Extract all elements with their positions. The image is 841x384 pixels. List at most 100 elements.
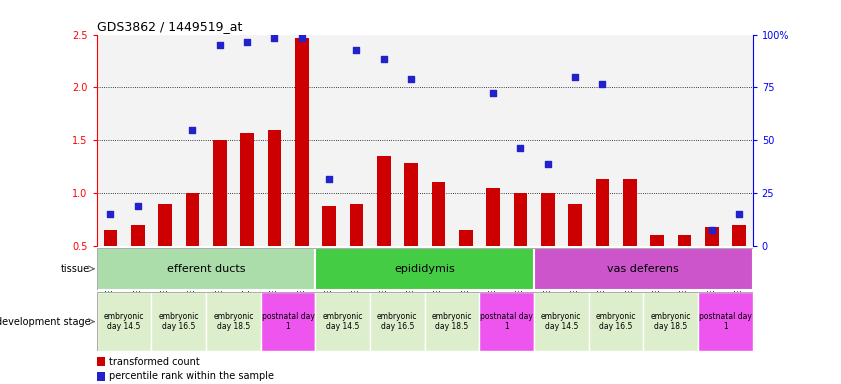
- Bar: [623, 179, 637, 246]
- Point: [350, 47, 363, 53]
- Point: [733, 211, 746, 217]
- Text: embryonic
day 16.5: embryonic day 16.5: [377, 312, 418, 331]
- Bar: [295, 38, 309, 246]
- Bar: [206, 35, 233, 246]
- Bar: [267, 130, 281, 246]
- Bar: [405, 164, 418, 246]
- Bar: [261, 292, 315, 351]
- Point: [595, 81, 609, 87]
- Bar: [97, 35, 124, 246]
- Bar: [233, 35, 261, 246]
- Bar: [397, 35, 425, 246]
- Bar: [670, 35, 698, 246]
- Bar: [158, 204, 172, 246]
- Text: embryonic
day 18.5: embryonic day 18.5: [213, 312, 254, 331]
- Bar: [322, 206, 336, 246]
- Bar: [561, 35, 589, 246]
- Point: [541, 161, 554, 167]
- Text: embryonic
day 16.5: embryonic day 16.5: [595, 312, 637, 331]
- Bar: [595, 179, 609, 246]
- Text: transformed count: transformed count: [108, 357, 199, 367]
- Bar: [534, 248, 753, 290]
- Text: GDS3862 / 1449519_at: GDS3862 / 1449519_at: [97, 20, 242, 33]
- Text: postnatal day
1: postnatal day 1: [262, 312, 315, 331]
- Bar: [452, 35, 479, 246]
- Point: [322, 176, 336, 182]
- Point: [405, 76, 418, 82]
- Text: vas deferens: vas deferens: [607, 264, 680, 274]
- Point: [569, 74, 582, 80]
- Bar: [206, 292, 261, 351]
- Bar: [479, 35, 506, 246]
- Bar: [288, 35, 315, 246]
- Bar: [315, 248, 534, 290]
- Bar: [377, 156, 390, 246]
- Bar: [486, 188, 500, 246]
- Point: [131, 203, 145, 209]
- Text: embryonic
day 16.5: embryonic day 16.5: [158, 312, 199, 331]
- Text: development stage: development stage: [0, 316, 90, 327]
- Point: [103, 211, 117, 217]
- Text: tissue: tissue: [61, 264, 90, 274]
- Bar: [643, 35, 670, 246]
- Point: [705, 227, 718, 233]
- Bar: [97, 248, 315, 290]
- Point: [377, 56, 390, 62]
- Bar: [425, 292, 479, 351]
- Bar: [698, 292, 753, 351]
- Text: embryonic
day 18.5: embryonic day 18.5: [431, 312, 473, 331]
- Bar: [643, 292, 698, 351]
- Bar: [131, 225, 145, 246]
- Bar: [431, 182, 445, 246]
- Text: postnatal day
1: postnatal day 1: [699, 312, 752, 331]
- Text: embryonic
day 18.5: embryonic day 18.5: [650, 312, 691, 331]
- Bar: [459, 230, 473, 246]
- Bar: [151, 292, 206, 351]
- Bar: [616, 35, 643, 246]
- Bar: [261, 35, 288, 246]
- Bar: [589, 292, 643, 351]
- Bar: [97, 372, 104, 381]
- Point: [267, 35, 281, 41]
- Text: embryonic
day 14.5: embryonic day 14.5: [103, 312, 145, 331]
- Bar: [698, 35, 725, 246]
- Point: [213, 42, 226, 48]
- Bar: [315, 292, 370, 351]
- Bar: [705, 227, 718, 246]
- Point: [486, 89, 500, 96]
- Bar: [650, 235, 664, 246]
- Bar: [124, 35, 151, 246]
- Point: [241, 39, 254, 45]
- Text: postnatal day
1: postnatal day 1: [480, 312, 533, 331]
- Point: [186, 127, 199, 133]
- Bar: [569, 204, 582, 246]
- Bar: [506, 35, 534, 246]
- Bar: [678, 235, 691, 246]
- Bar: [514, 193, 527, 246]
- Bar: [370, 35, 397, 246]
- Bar: [97, 357, 104, 366]
- Text: efferent ducts: efferent ducts: [167, 264, 246, 274]
- Bar: [151, 35, 178, 246]
- Bar: [103, 230, 117, 246]
- Bar: [350, 204, 363, 246]
- Bar: [213, 140, 226, 246]
- Bar: [534, 35, 561, 246]
- Bar: [733, 225, 746, 246]
- Text: percentile rank within the sample: percentile rank within the sample: [108, 371, 273, 381]
- Bar: [541, 193, 554, 246]
- Bar: [479, 292, 534, 351]
- Bar: [315, 35, 342, 246]
- Text: embryonic
day 14.5: embryonic day 14.5: [541, 312, 582, 331]
- Bar: [186, 193, 199, 246]
- Bar: [589, 35, 616, 246]
- Bar: [370, 292, 425, 351]
- Bar: [97, 292, 151, 351]
- Bar: [534, 292, 589, 351]
- Bar: [725, 35, 753, 246]
- Text: embryonic
day 14.5: embryonic day 14.5: [322, 312, 363, 331]
- Bar: [342, 35, 370, 246]
- Point: [514, 144, 527, 151]
- Point: [295, 35, 309, 41]
- Bar: [241, 133, 254, 246]
